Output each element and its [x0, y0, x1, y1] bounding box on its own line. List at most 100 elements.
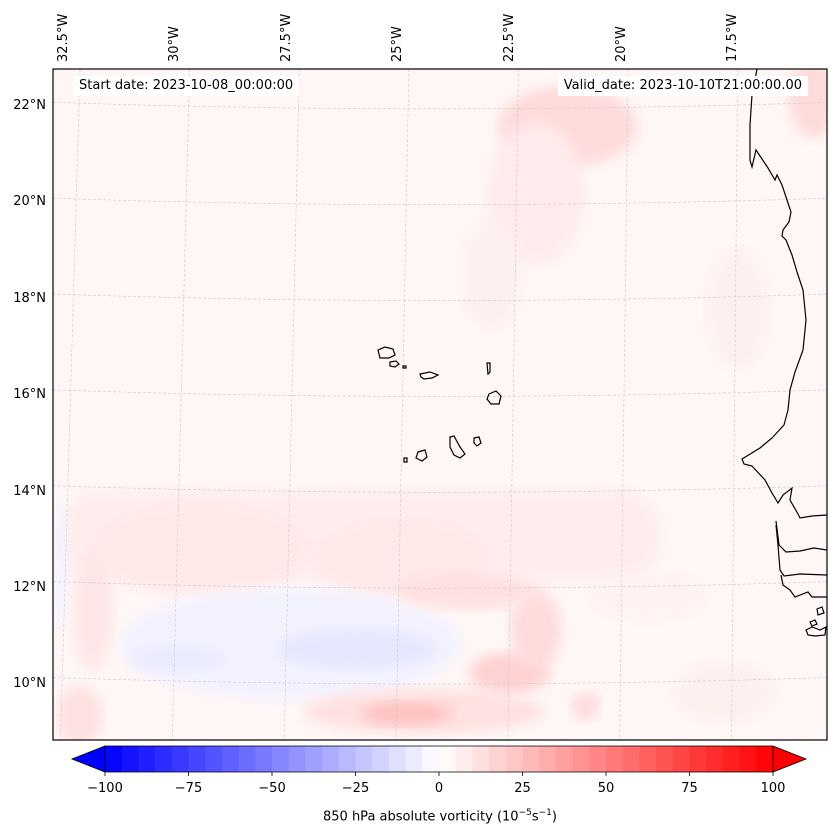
latitude-label: 12°N	[13, 580, 46, 595]
meridian-gridline	[60, 69, 81, 740]
colorbar-tick-label: 25	[514, 781, 531, 796]
parallel-gridline	[53, 485, 827, 493]
meridian-gridline	[395, 69, 410, 740]
island-bissagos-1	[809, 619, 818, 627]
island-bissagos-2	[816, 606, 825, 616]
valid-date-annotation: Valid_date: 2023-10-10T21:00:00.00	[557, 76, 808, 96]
colorbar-segment	[272, 746, 290, 772]
map-frame	[52, 68, 828, 741]
island-sao-nicolau	[419, 371, 440, 380]
colorbar-segment	[672, 746, 690, 772]
colorbar-label-main: 850 hPa absolute vorticity (10	[323, 809, 519, 825]
colorbar-segment	[656, 746, 674, 772]
positive-vorticity-region	[511, 589, 562, 670]
positive-vorticity-region	[461, 220, 522, 331]
positive-vorticity-region	[73, 550, 114, 671]
positive-vorticity-region	[788, 69, 827, 138]
longitude-label: 20°W	[614, 26, 629, 62]
colorbar-segment	[255, 746, 273, 772]
positive-vorticity-region	[361, 701, 452, 726]
colorbar-segment	[722, 746, 741, 772]
island-brava	[403, 457, 408, 463]
longitude-label: 30°W	[167, 26, 182, 62]
latitude-label: 14°N	[13, 484, 46, 499]
colorbar-tick-label: 50	[597, 781, 615, 796]
island-bissagos-3	[805, 625, 827, 637]
colorbar-segment	[188, 746, 206, 772]
colorbar-segment	[121, 746, 139, 772]
colorbar-segment	[105, 746, 123, 772]
colorbar-segment	[221, 746, 240, 772]
colorbar-extend-high	[772, 745, 808, 773]
colorbar-segment	[505, 746, 523, 772]
colorbar-label: 850 hPa absolute vorticity (10−5s−1)	[0, 808, 837, 824]
island-santo-antao	[377, 346, 396, 359]
colorbar-label-end: )	[551, 809, 557, 825]
positive-vorticity-region	[571, 692, 600, 721]
colorbar-tick-label: −100	[87, 781, 123, 796]
colorbar-label-mid: s	[531, 809, 539, 825]
positive-vorticity-region	[707, 248, 768, 369]
colorbar-label-exp2: −1	[538, 808, 552, 818]
colorbar-segment	[171, 746, 189, 772]
positive-vorticity-region	[588, 571, 709, 622]
colorbar-segment	[439, 746, 457, 772]
negative-vorticity-region	[277, 628, 438, 669]
island-santa-luzia	[402, 365, 407, 369]
island-santiago	[449, 435, 466, 459]
colorbar-segment	[338, 746, 356, 772]
island-fogo	[415, 449, 428, 462]
meridian-gridline	[619, 69, 629, 740]
colorbar-segment	[706, 746, 724, 772]
colorbar-segment	[555, 746, 574, 772]
positive-vorticity-region	[399, 573, 540, 610]
island-sao-vicente	[389, 360, 400, 368]
meridian-gridline	[507, 69, 519, 740]
start-date-annotation: Start date: 2023-10-08_00:00:00	[73, 76, 300, 96]
colorbar-segment	[305, 746, 323, 772]
latitude-label: 16°N	[13, 387, 46, 402]
colorbar-segment	[606, 746, 624, 772]
west-africa-coastline	[741, 69, 827, 598]
colorbar-extend-low	[70, 745, 106, 773]
colorbar-segment	[455, 746, 473, 772]
positive-vorticity-region	[57, 686, 102, 740]
colorbar-tick-label: 0	[434, 781, 444, 796]
colorbar-segment	[522, 746, 540, 772]
positive-vorticity-region	[488, 123, 585, 264]
negative-vorticity-region	[128, 644, 229, 673]
colorbar-segment	[622, 746, 640, 772]
colorbar-segment	[288, 746, 306, 772]
parallel-gridline	[53, 581, 827, 589]
colorbar-segment	[238, 746, 256, 772]
colorbar-segment	[756, 746, 774, 772]
colorbar-tick-label: −75	[174, 781, 203, 796]
parallel-gridline	[53, 197, 827, 205]
colorbar-segment	[205, 746, 223, 772]
negative-vorticity-region	[55, 492, 68, 633]
colorbar-segment	[155, 746, 173, 772]
colorbar-segment	[589, 746, 607, 772]
longitude-label: 25°W	[390, 26, 405, 62]
gridlines	[53, 69, 827, 740]
colorbar-segment	[388, 746, 407, 772]
colorbar-segment	[322, 746, 340, 772]
colorbar-tick-label: 75	[681, 781, 698, 796]
colorbar-tick-label: −25	[341, 781, 370, 796]
latitude-label: 10°N	[13, 676, 46, 691]
colorbar-segment	[355, 746, 373, 772]
longitude-label: 27.5°W	[279, 13, 294, 62]
longitude-label: 32.5°W	[56, 13, 71, 62]
island-maio	[473, 436, 482, 447]
coastlines	[377, 69, 827, 637]
longitude-label: 22.5°W	[502, 13, 517, 62]
colorbar-segment	[739, 746, 757, 772]
colorbar-segment	[138, 746, 156, 772]
meridian-gridline	[283, 69, 300, 740]
positive-vorticity-region	[674, 662, 775, 723]
colorbar-tick-label: −50	[258, 781, 286, 796]
colorbar-tick-label: 100	[760, 781, 786, 796]
latitude-label: 22°N	[13, 98, 46, 113]
colorbar-segment	[372, 746, 390, 772]
